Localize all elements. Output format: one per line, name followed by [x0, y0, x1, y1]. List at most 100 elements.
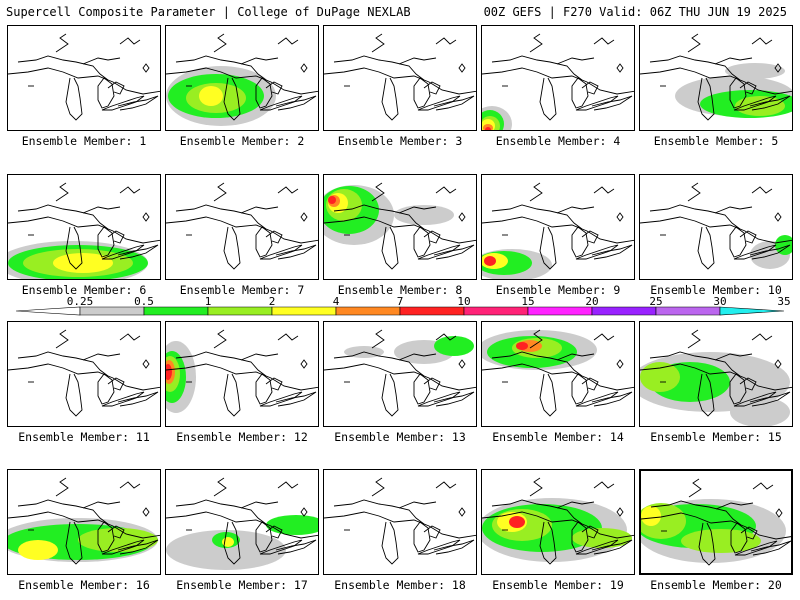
coastline-outline [423, 230, 441, 244]
member-map-canvas [324, 182, 476, 270]
coastline-outline [729, 226, 747, 258]
coastline-outline [213, 329, 227, 349]
coastline-outline [739, 377, 757, 391]
coastline-outline [300, 63, 308, 73]
coastline-outline [223, 373, 241, 417]
member-map-10[interactable] [639, 174, 793, 280]
coastline-outline [640, 363, 792, 391]
member-caption: Ensemble Member: 19 [492, 578, 624, 592]
coastline-outline [240, 353, 279, 361]
coastline-outline [277, 37, 299, 45]
member-caption: Ensemble Member: 1 [21, 134, 147, 148]
legend-color-segment [15, 306, 81, 316]
coastline-outline [529, 329, 543, 349]
coastline-outline [65, 521, 83, 565]
member-caption: Ensemble Member: 3 [337, 134, 463, 148]
coastline-outline [575, 391, 619, 407]
coastline-outline [435, 333, 457, 341]
coastline-outline [591, 539, 633, 555]
coastline-outline [688, 478, 702, 498]
coastline-outline [749, 391, 791, 407]
coastline-outline [571, 373, 589, 405]
coastline-outline [739, 81, 757, 95]
coastline-outline [413, 77, 431, 109]
coastline-outline [223, 226, 241, 270]
coastline-outline [259, 244, 303, 260]
scp-field-red [484, 256, 496, 266]
coastline-outline [265, 230, 283, 244]
member-map-6[interactable] [7, 174, 161, 280]
member-map-18[interactable] [323, 469, 477, 575]
member-caption: Ensemble Member: 17 [176, 578, 308, 592]
coastline-outline [458, 63, 466, 73]
member-map-20[interactable] [639, 469, 793, 575]
coastline-outline [435, 481, 457, 489]
coastline-outline [556, 501, 595, 509]
legend-tick-label: 20 [585, 295, 598, 308]
coastline-outline [616, 212, 624, 222]
member-map-15[interactable] [639, 321, 793, 427]
member-map-4[interactable] [481, 25, 635, 131]
member-caption: Ensemble Member: 8 [337, 283, 463, 297]
coastline-outline [333, 351, 425, 377]
coastline-outline [751, 333, 773, 341]
member-caption: Ensemble Member: 7 [179, 283, 305, 297]
member-map-14[interactable] [481, 321, 635, 427]
member-map-19[interactable] [481, 469, 635, 575]
coastline-outline [65, 373, 83, 417]
member-map-13[interactable] [323, 321, 477, 427]
member-map-canvas [482, 477, 634, 565]
coastline-outline [255, 77, 273, 109]
coastline-outline [433, 95, 475, 111]
member-map-7[interactable] [165, 174, 319, 280]
member-map-3[interactable] [323, 25, 477, 131]
coastline-outline [591, 95, 633, 111]
member-map-8[interactable] [323, 174, 477, 280]
coastline-outline [259, 95, 303, 111]
coastline-outline [277, 481, 299, 489]
coastline-outline [275, 391, 317, 407]
page-title: Supercell Composite Parameter | College … [6, 5, 411, 19]
member-map-9[interactable] [481, 174, 635, 280]
coastline-outline [55, 477, 69, 497]
scp-field-red [485, 127, 491, 130]
coastline-outline [751, 37, 773, 45]
member-map-canvas [482, 33, 634, 130]
coastline-outline [556, 353, 595, 361]
coastline-outline [687, 329, 701, 349]
coastline-outline [333, 55, 425, 81]
member-map-5[interactable] [639, 25, 793, 131]
coastline-outline [223, 521, 241, 565]
member-caption: Ensemble Member: 18 [334, 578, 466, 592]
coastline-outline [142, 359, 150, 369]
member-map-11[interactable] [7, 321, 161, 427]
coastline-outline [698, 522, 716, 566]
coastline-outline [275, 95, 317, 111]
member-map-2[interactable] [165, 25, 319, 131]
member-map-12[interactable] [165, 321, 319, 427]
member-caption: Ensemble Member: 20 [650, 578, 782, 592]
coastline-outline [714, 206, 753, 214]
coastline-outline [55, 182, 69, 202]
coastline-outline [259, 539, 303, 555]
coastline-outline [17, 351, 109, 377]
coastline-outline [107, 230, 125, 244]
member-map-1[interactable] [7, 25, 161, 131]
coastline-outline [650, 500, 742, 526]
coastline-outline [571, 226, 589, 258]
coastline-outline [482, 67, 634, 95]
coastline-outline [324, 363, 476, 391]
member-map-17[interactable] [165, 469, 319, 575]
scp-field-red [509, 516, 525, 528]
coastline-outline [751, 186, 773, 194]
coastline-outline [265, 525, 283, 539]
scp-field-red [328, 196, 336, 204]
member-caption: Ensemble Member: 13 [334, 430, 466, 444]
member-map-16[interactable] [7, 469, 161, 575]
coastline-outline [593, 333, 615, 341]
coastline-outline [734, 540, 778, 556]
coastline-outline [300, 507, 308, 517]
coastline-outline [491, 55, 583, 81]
coastline-outline [571, 521, 589, 553]
coastline-outline [458, 359, 466, 369]
